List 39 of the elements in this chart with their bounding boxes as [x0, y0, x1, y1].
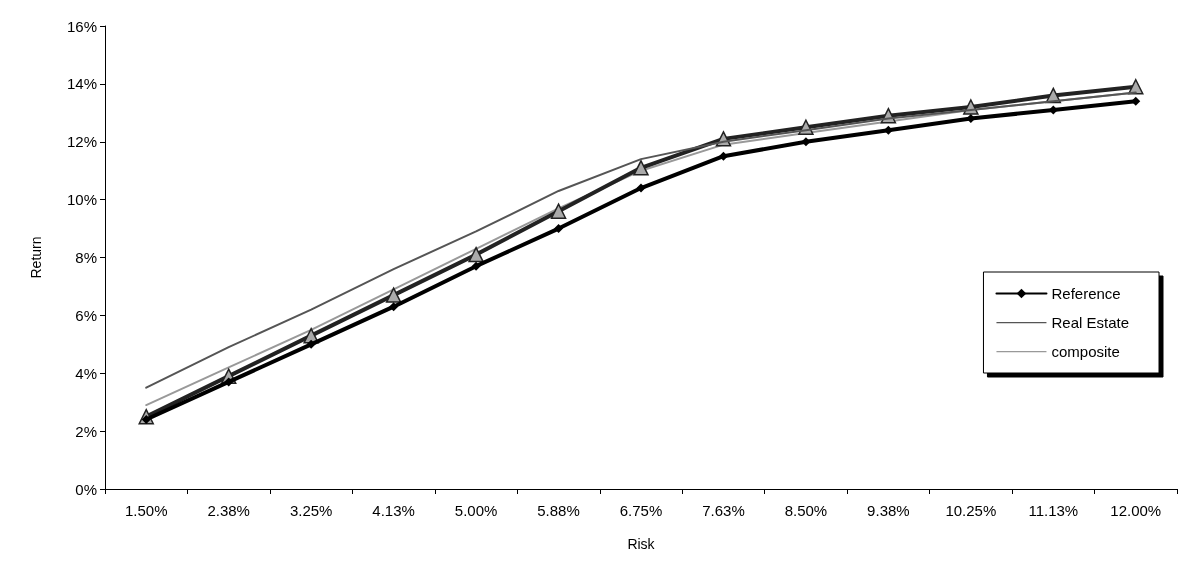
- y-tick-label: 10%: [66, 191, 97, 209]
- point: [385, 287, 402, 303]
- x-tick-label: 5.00%: [454, 502, 498, 519]
- y-axis-title: Return: [28, 236, 44, 279]
- point: [224, 377, 234, 387]
- y-tick-label: 14%: [66, 75, 97, 93]
- y-tick-label: 16%: [66, 17, 97, 35]
- point: [1131, 96, 1141, 106]
- y-tick-label: 8%: [75, 249, 97, 266]
- point: [633, 160, 649, 176]
- legend-label: Real Estate: [1051, 314, 1130, 331]
- y-tick-label: 4%: [75, 364, 97, 382]
- x-tick-label: 3.25%: [289, 502, 333, 519]
- x-tick-label: 11.13%: [1028, 502, 1079, 519]
- point: [468, 246, 484, 263]
- x-tick-label: 10.25%: [945, 502, 997, 519]
- x-tick-label: 2.38%: [207, 502, 250, 519]
- x-tick-label: 6.75%: [619, 502, 663, 519]
- x-tick-label: 9.38%: [867, 502, 910, 519]
- x-tick-label: 1.50%: [124, 502, 168, 519]
- x-tick-label: 12.00%: [1110, 502, 1162, 519]
- x-tick-label: 5.88%: [537, 502, 580, 519]
- y-tick-label: 2%: [75, 422, 97, 440]
- y-tick-label: 0%: [75, 480, 97, 498]
- x-axis-title: Risk: [627, 536, 656, 552]
- x-tick-label: 8.50%: [784, 502, 828, 519]
- legend-label: Reference: [1051, 285, 1121, 302]
- y-tick-label: 6%: [75, 306, 97, 324]
- point: [306, 339, 316, 349]
- x-tick-label: 4.13%: [372, 502, 415, 519]
- point: [389, 302, 399, 312]
- x-tick-label: 7.63%: [702, 502, 745, 519]
- legend-label: composite: [1051, 343, 1120, 360]
- y-tick-label: 12%: [66, 133, 97, 151]
- point: [554, 224, 564, 234]
- point: [550, 203, 567, 219]
- point: [471, 261, 481, 271]
- point: [718, 151, 728, 161]
- point: [636, 183, 646, 193]
